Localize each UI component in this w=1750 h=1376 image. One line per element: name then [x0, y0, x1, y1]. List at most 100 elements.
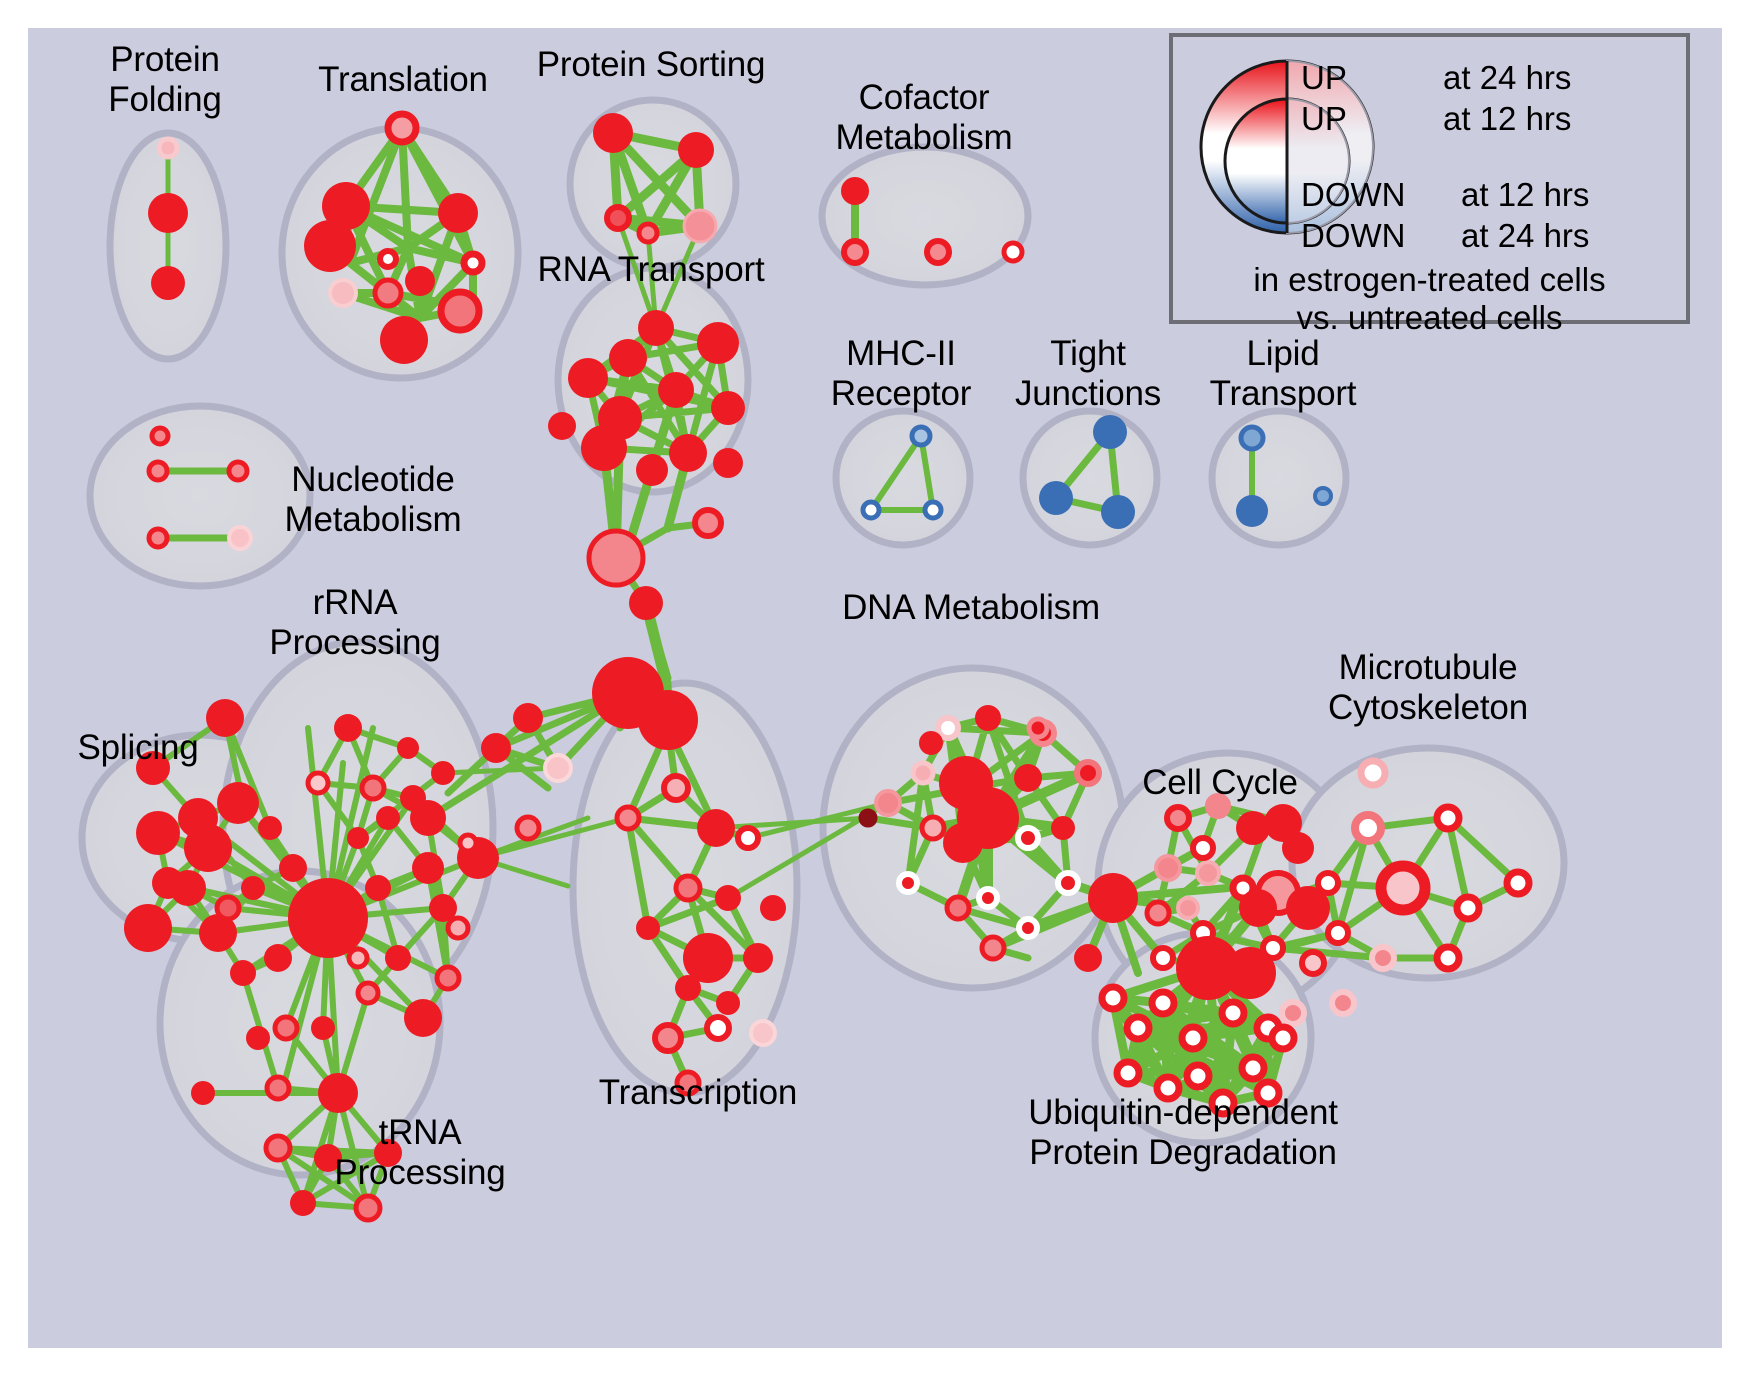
node: [1154, 854, 1182, 882]
node: [683, 933, 733, 983]
cluster-label-rna-transport: RNA Transport: [537, 250, 765, 289]
node: [743, 943, 773, 973]
node: [376, 806, 400, 830]
node: [196, 818, 216, 838]
node: [380, 316, 428, 364]
cluster-label-nucleotide-metabolism: Nucleotide Metabolism: [284, 460, 462, 539]
node: [1453, 893, 1483, 923]
node: [288, 878, 368, 958]
node: [975, 705, 1001, 731]
node: [629, 586, 663, 620]
node: [692, 507, 724, 539]
legend-time-down-24: at 24 hrs: [1461, 217, 1590, 254]
node: [374, 1139, 402, 1167]
node: [841, 238, 869, 266]
node: [328, 278, 358, 308]
node: [318, 1073, 358, 1113]
node: [638, 310, 674, 346]
node: [919, 731, 943, 755]
node: [673, 873, 703, 903]
node: [445, 915, 471, 941]
node: [217, 782, 259, 824]
node: [146, 526, 170, 550]
node: [385, 945, 411, 971]
node: [272, 1014, 300, 1042]
node: [860, 499, 882, 521]
node: [124, 904, 172, 952]
node: [226, 459, 250, 483]
node: [1239, 889, 1277, 927]
node: [1208, 1088, 1238, 1118]
node: [264, 1074, 292, 1102]
node: [704, 1014, 732, 1042]
node: [241, 876, 265, 900]
node: [311, 1016, 335, 1040]
node: [678, 132, 714, 168]
node: [1101, 495, 1135, 529]
node: [713, 448, 743, 478]
node: [1279, 999, 1307, 1027]
node: [1218, 998, 1248, 1028]
node: [661, 773, 691, 803]
node: [543, 753, 573, 783]
node: [246, 1026, 270, 1050]
node: [1315, 870, 1341, 896]
node: [410, 800, 446, 836]
node: [760, 895, 786, 921]
node: [1178, 1023, 1208, 1053]
node: [939, 756, 993, 810]
node: [675, 975, 701, 1001]
network-svg: [78, 96, 1568, 1223]
node: [1205, 793, 1231, 819]
hull-tight-junctions: [1019, 407, 1161, 549]
cluster-label-cofactor-metabolism: Cofactor Metabolism: [835, 78, 1013, 157]
node: [258, 816, 282, 840]
node: [322, 182, 370, 230]
node: [919, 814, 947, 842]
cluster-label-protein-folding: Protein Folding: [108, 40, 222, 119]
node: [609, 339, 647, 377]
node: [944, 894, 972, 922]
node: [697, 809, 735, 847]
node: [652, 1022, 684, 1054]
hull-mhc-ii-receptor: [832, 407, 974, 549]
legend-state-down-24: DOWN: [1301, 217, 1406, 254]
node: [359, 774, 387, 802]
node: [1123, 1013, 1153, 1043]
node: [1190, 835, 1216, 861]
node: [1375, 860, 1431, 916]
node: [1236, 495, 1268, 527]
node: [1183, 1061, 1213, 1091]
node: [290, 1190, 316, 1216]
node: [156, 136, 180, 160]
node: [405, 266, 435, 296]
node: [1074, 759, 1102, 787]
node: [1357, 757, 1389, 789]
node: [697, 322, 739, 364]
cluster-label-splicing: Splicing: [77, 728, 199, 767]
node: [305, 770, 331, 796]
hull-cofactor-metabolism: [818, 143, 1032, 289]
node: [604, 204, 632, 232]
node: [1195, 860, 1221, 886]
node: [715, 885, 741, 911]
node: [1238, 424, 1266, 452]
node: [230, 960, 256, 986]
node: [304, 220, 356, 272]
node: [334, 714, 362, 742]
node: [365, 875, 391, 901]
node: [1055, 870, 1081, 896]
node: [136, 751, 170, 785]
node: [1164, 804, 1192, 832]
node: [1113, 1058, 1143, 1088]
cluster-label-mhc-ii-receptor: MHC-II Receptor: [830, 334, 972, 413]
node: [481, 733, 511, 763]
node: [152, 867, 184, 899]
node: [1026, 716, 1050, 740]
node: [1313, 486, 1333, 506]
node: [1224, 947, 1276, 999]
cluster-label-tight-junctions: Tight Junctions: [1014, 334, 1162, 413]
node: [136, 811, 180, 855]
node: [1325, 920, 1351, 946]
node: [149, 425, 171, 447]
